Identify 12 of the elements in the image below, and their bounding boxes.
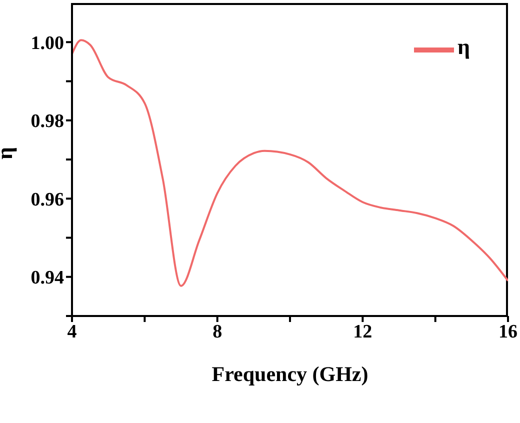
y-tick-label: 0.98 — [30, 111, 64, 132]
x-tick-label: 16 — [498, 321, 518, 342]
line-series — [72, 39, 508, 287]
y-tick-label: 1.00 — [30, 32, 64, 54]
legend-label: η — [458, 34, 470, 59]
x-tick-label: 12 — [353, 321, 372, 342]
x-axis-title: Frequency (GHz) — [212, 362, 368, 386]
y-tick-label: 0.94 — [30, 268, 64, 289]
y-tick-label: 0.96 — [30, 189, 64, 210]
y-axis-title: η — [0, 147, 17, 160]
x-tick-label: 8 — [212, 321, 222, 342]
x-tick-label: 4 — [67, 321, 78, 342]
